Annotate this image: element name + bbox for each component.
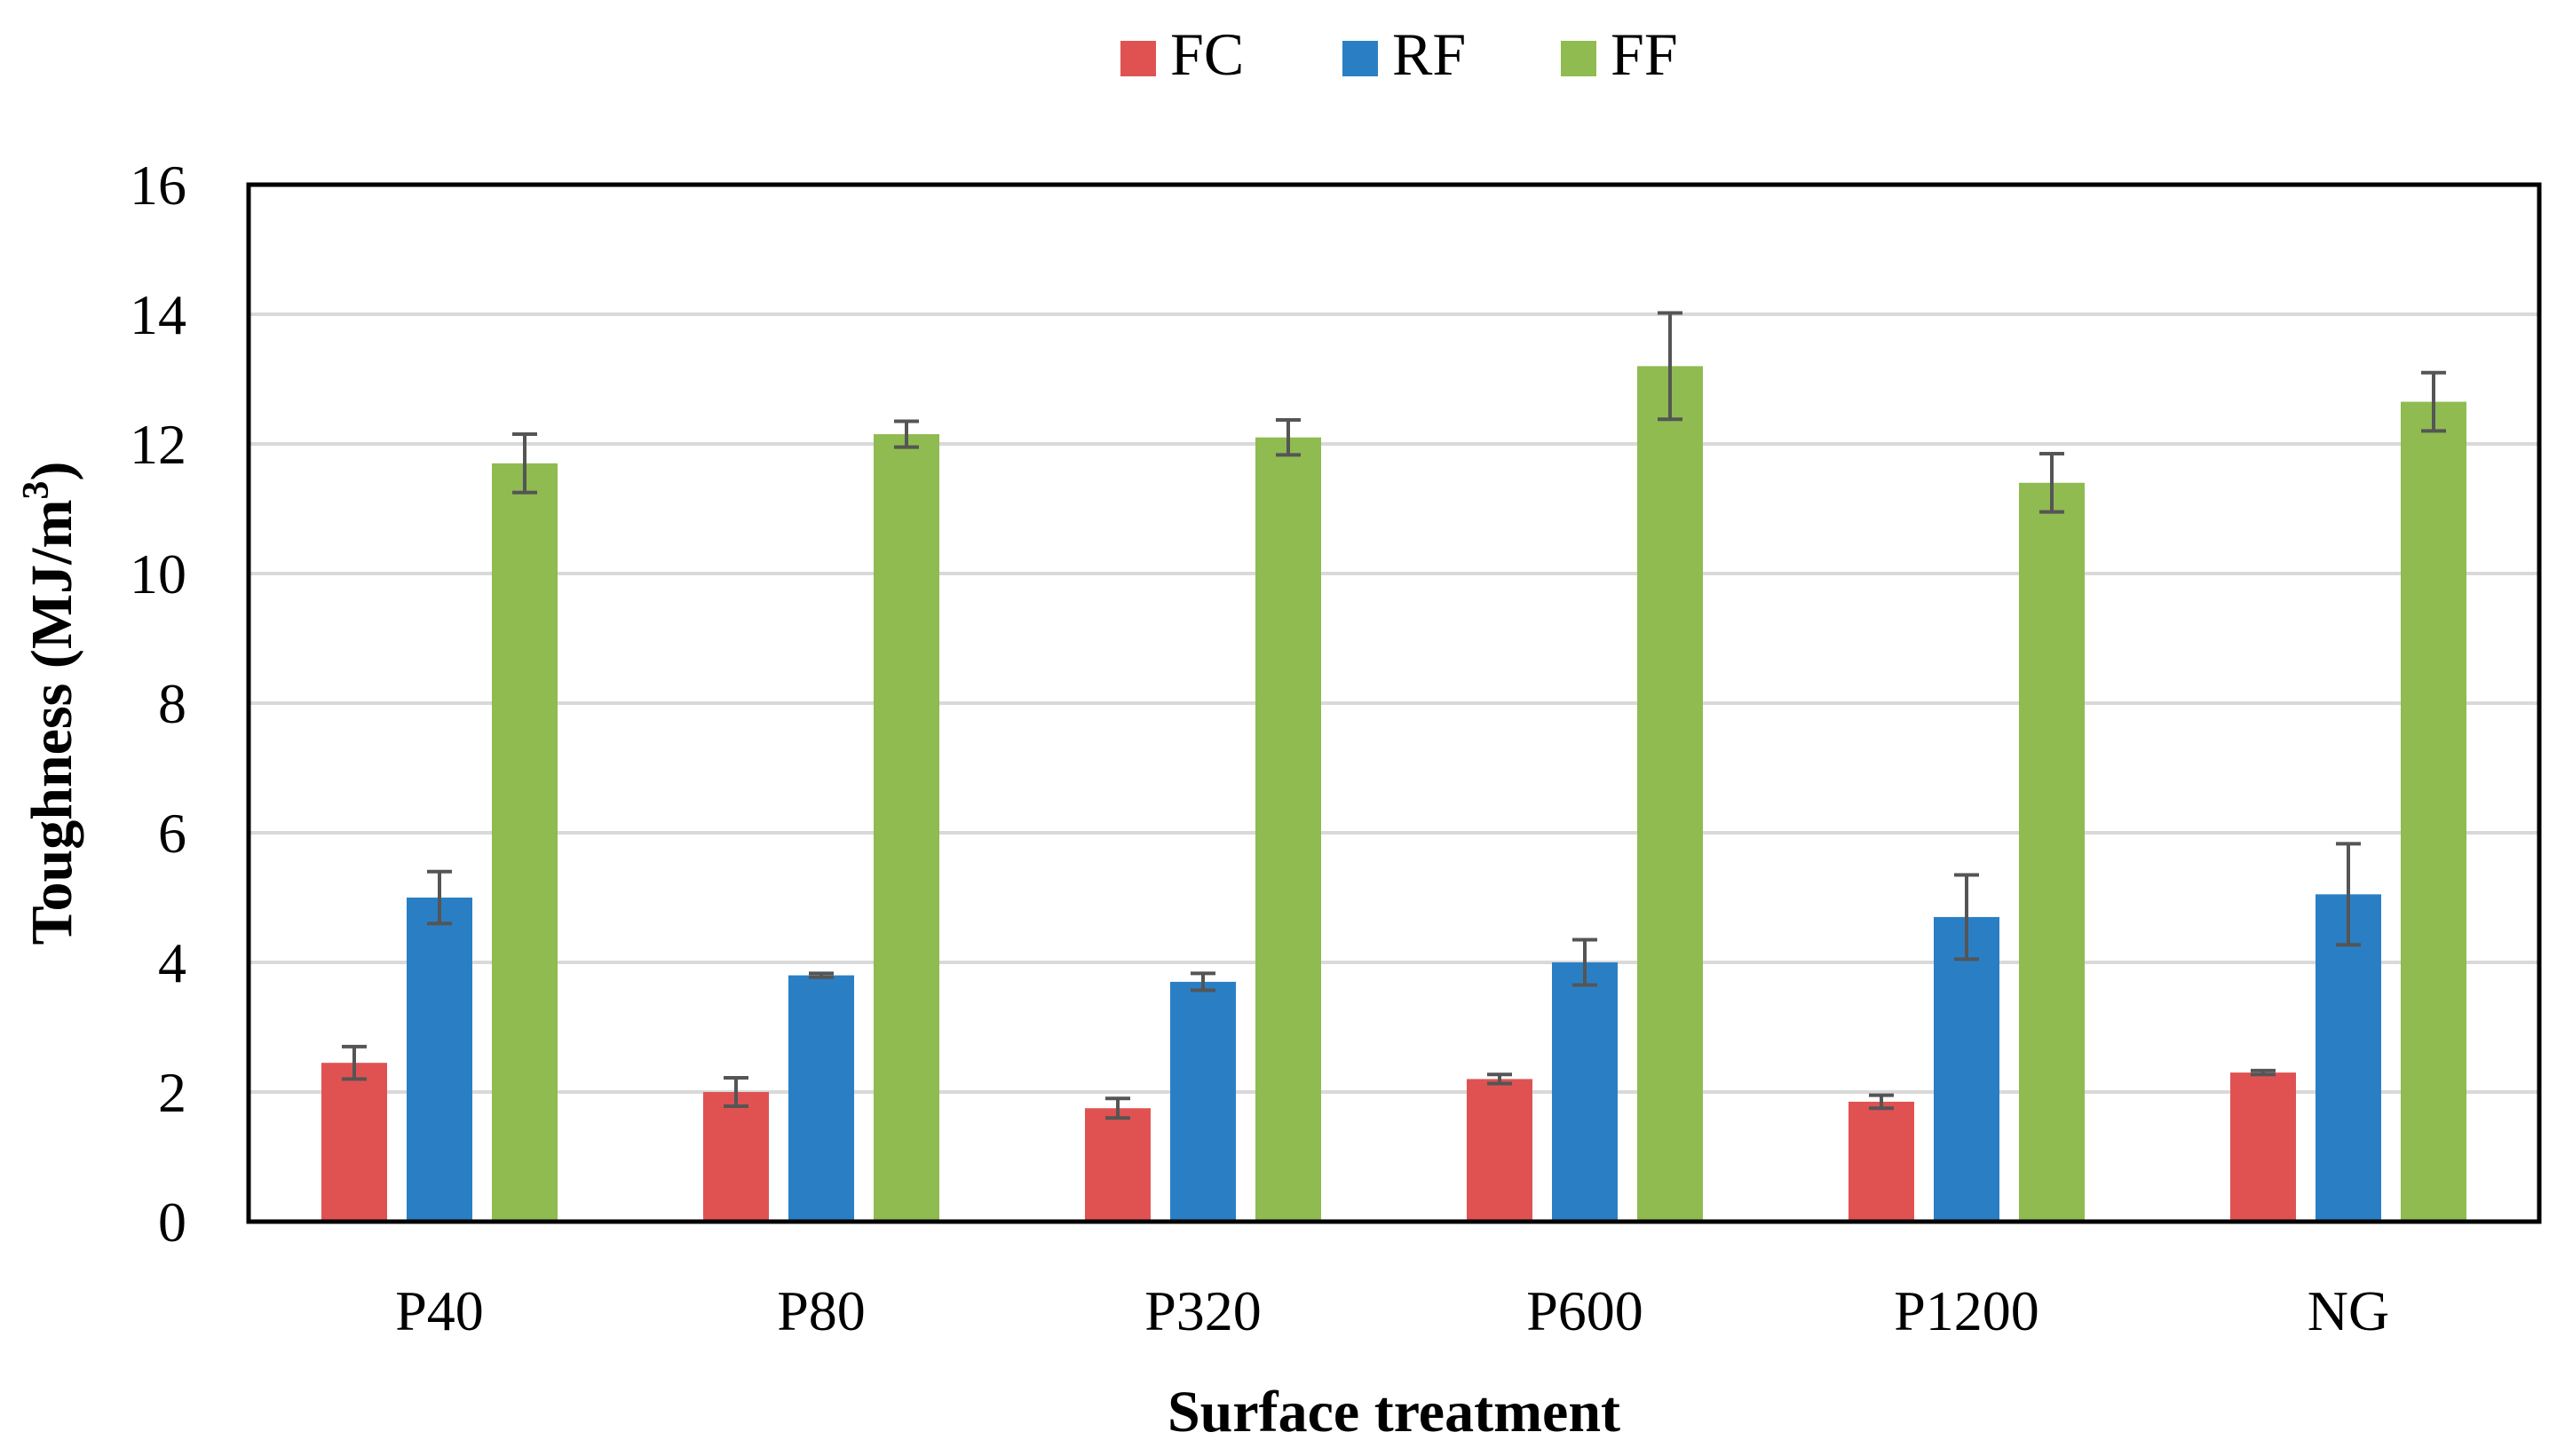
bar-ff-p40: [492, 463, 558, 1222]
gridlines: [249, 313, 2539, 1094]
error-bar-rf-p40: [427, 869, 452, 926]
error-bar-rf-p1200: [1954, 873, 1979, 961]
bar-fc-p320: [1085, 1108, 1151, 1222]
bar-fc-ng: [2230, 1072, 2296, 1222]
error-bar-ff-p40: [512, 432, 537, 495]
error-bar-rf-p600: [1572, 938, 1597, 987]
plot-frame: [246, 182, 2542, 1224]
error-bar-ff-ng: [2421, 370, 2446, 433]
y-tick-label: 10: [130, 542, 186, 605]
x-tick-label: P600: [1526, 1279, 1643, 1342]
error-bar-fc-ng: [2251, 1068, 2276, 1077]
bar-fc-p1200: [1848, 1101, 1914, 1222]
x-axis-title: Surface treatment: [1168, 1380, 1620, 1444]
bar-fc-p600: [1467, 1079, 1532, 1222]
bar-ff-ng: [2401, 401, 2466, 1222]
y-axis-title-main: Toughness (MJ/m: [20, 500, 84, 946]
y-tick-label: 0: [158, 1191, 186, 1254]
bar-ff-p80: [874, 434, 939, 1222]
legend-label: FC: [1170, 20, 1244, 88]
x-tick-label: P80: [777, 1279, 866, 1342]
error-bar-ff-p1200: [2039, 451, 2064, 514]
error-bar-ff-p80: [894, 419, 919, 449]
y-tick-label: 16: [130, 154, 186, 217]
x-axis-ticks: P40 P80 P320 P600 P1200 NG: [395, 1279, 2389, 1342]
bar-fc-p80: [703, 1092, 769, 1222]
legend-swatch: [1120, 41, 1156, 76]
error-bar-fc-p320: [1105, 1096, 1130, 1120]
legend: FC RF FF: [1120, 20, 1678, 88]
y-axis-ticks: 0 2 4 6 8 10 12 14 16: [130, 154, 186, 1254]
x-tick-label: P40: [395, 1279, 484, 1342]
bar-rf-p80: [788, 975, 854, 1222]
legend-label: FF: [1611, 20, 1678, 88]
legend-swatch: [1561, 41, 1596, 76]
legend-item-fc: FC: [1120, 20, 1244, 88]
bar-rf-p1200: [1934, 916, 1999, 1222]
y-tick-label: 2: [158, 1061, 186, 1124]
y-tick-label: 8: [158, 672, 186, 735]
y-tick-label: 6: [158, 802, 186, 865]
x-tick-label: P320: [1144, 1279, 1262, 1342]
bar-ff-p600: [1637, 366, 1703, 1222]
x-tick-label: NG: [2308, 1279, 2389, 1342]
bar-rf-ng: [2316, 894, 2381, 1222]
error-bar-ff-p600: [1658, 311, 1682, 422]
error-bar-fc-p1200: [1869, 1093, 1894, 1111]
y-tick-label: 14: [130, 283, 186, 346]
bar-rf-p40: [407, 898, 472, 1222]
error-bar-rf-p320: [1191, 971, 1215, 993]
error-bar-ff-p320: [1276, 417, 1301, 457]
y-axis-title-superscript: 3: [16, 481, 57, 500]
legend-swatch: [1342, 41, 1378, 76]
legend-label: RF: [1392, 20, 1466, 88]
legend-item-rf: RF: [1342, 20, 1466, 88]
error-bar-fc-p80: [724, 1075, 748, 1109]
y-tick-label: 4: [158, 931, 186, 994]
error-bar-fc-p600: [1487, 1072, 1512, 1086]
y-axis-title: Toughness (MJ/m3): [16, 462, 84, 946]
error-bar-rf-ng: [2336, 842, 2361, 947]
bar-ff-p1200: [2019, 482, 2085, 1222]
bar-fc-p40: [321, 1063, 387, 1222]
error-bar-rf-p80: [809, 971, 834, 979]
y-tick-label: 12: [130, 413, 186, 476]
x-tick-label: P1200: [1894, 1279, 2039, 1342]
bar-rf-p600: [1552, 962, 1618, 1222]
legend-item-ff: FF: [1561, 20, 1678, 88]
bar-ff-p320: [1255, 437, 1321, 1222]
error-bar-fc-p40: [342, 1044, 367, 1081]
bar-rf-p320: [1170, 981, 1236, 1222]
error-bars: [342, 311, 2446, 1120]
y-axis-title-suffix: ): [20, 462, 84, 481]
bars: [321, 366, 2466, 1222]
